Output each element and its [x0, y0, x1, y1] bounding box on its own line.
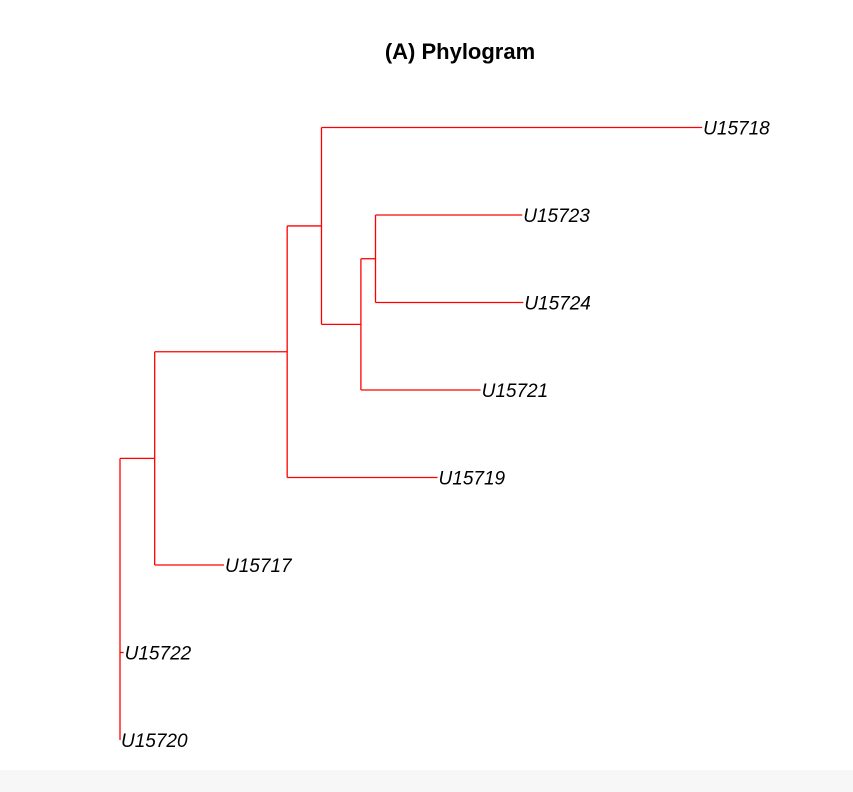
- bottom-strip: [0, 770, 853, 792]
- tree-branches: [119, 126, 703, 740]
- tip-label-U15724: U15724: [524, 294, 591, 315]
- figure-title: (A) Phylogram: [385, 39, 535, 64]
- tip-label-U15720: U15720: [121, 731, 188, 752]
- tip-label-U15717: U15717: [225, 556, 293, 577]
- tip-label-U15721: U15721: [482, 381, 549, 402]
- tip-label-U15722: U15722: [125, 644, 192, 665]
- tip-labels: U15718 U15723 U15724 U15721 U15719 U15717 U157…: [121, 119, 770, 753]
- tip-label-U15723: U15723: [523, 206, 590, 227]
- tip-label-U15719: U15719: [439, 469, 506, 490]
- tip-label-U15718: U15718: [703, 119, 770, 140]
